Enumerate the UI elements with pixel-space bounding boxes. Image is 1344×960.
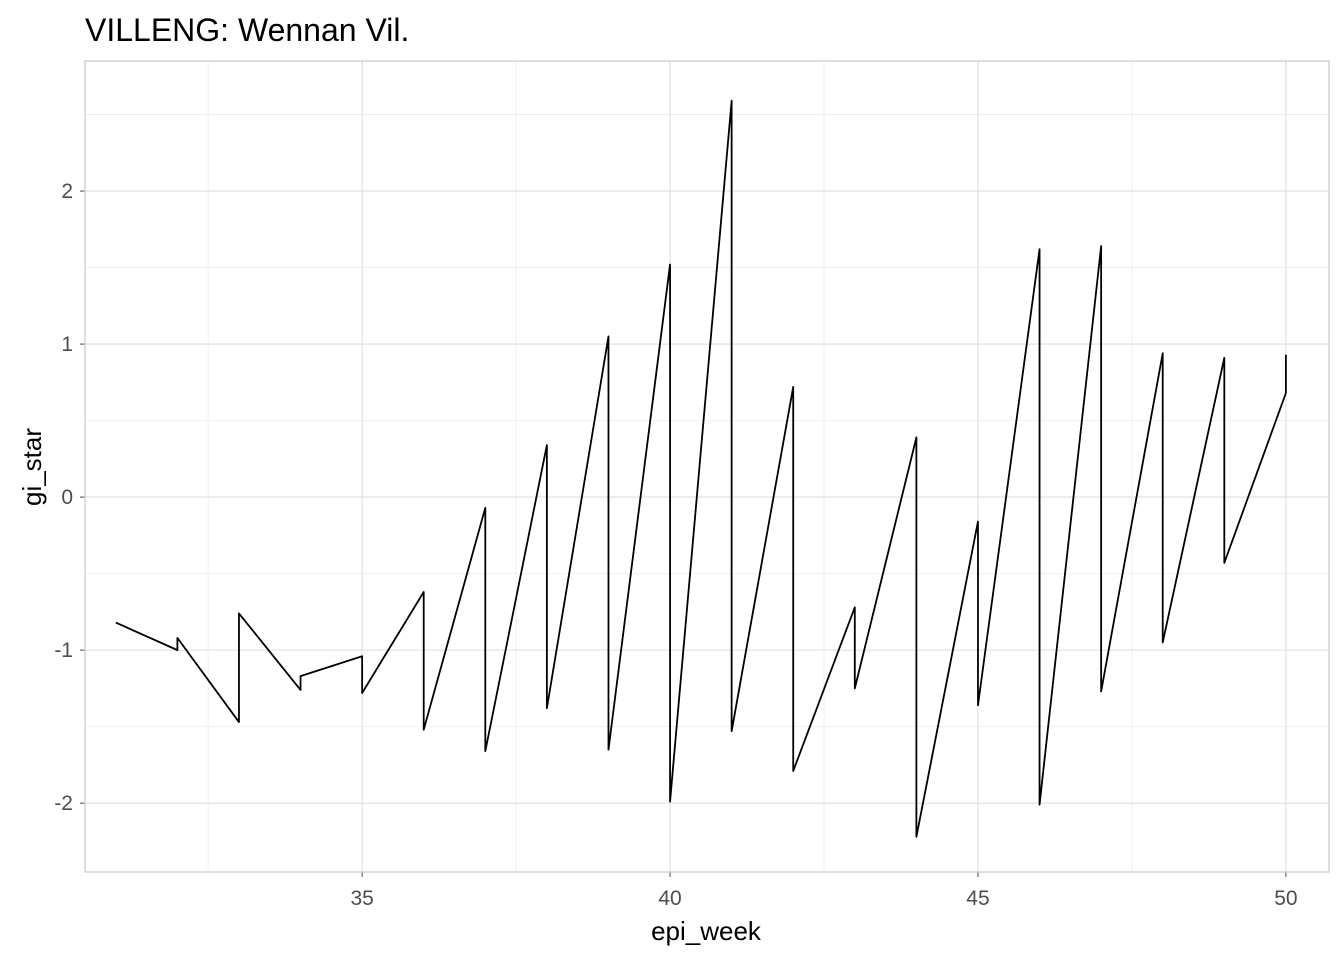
y-axis-title: gi_star — [17, 428, 47, 506]
y-tick-label: 1 — [61, 333, 73, 356]
y-tick-label: -1 — [54, 639, 73, 662]
x-tick-label: 50 — [1274, 887, 1297, 910]
chart-title: VILLENG: Wennan Vil. — [85, 12, 409, 48]
x-tick-label: 45 — [966, 887, 989, 910]
x-axis-title: epi_week — [651, 916, 762, 946]
y-tick-label: 2 — [61, 180, 73, 203]
y-tick-label: 0 — [61, 486, 73, 509]
y-tick-label: -2 — [54, 792, 73, 815]
plot-panel-border — [84, 60, 1330, 873]
x-tick-label: 35 — [350, 887, 373, 910]
axes: 35 40 45 50 -2 -1 0 1 2 — [54, 60, 1330, 910]
grid — [85, 61, 1329, 872]
series-layer — [115, 99, 1287, 838]
gi-star-series-line — [115, 99, 1287, 838]
x-tick-label: 40 — [658, 887, 681, 910]
